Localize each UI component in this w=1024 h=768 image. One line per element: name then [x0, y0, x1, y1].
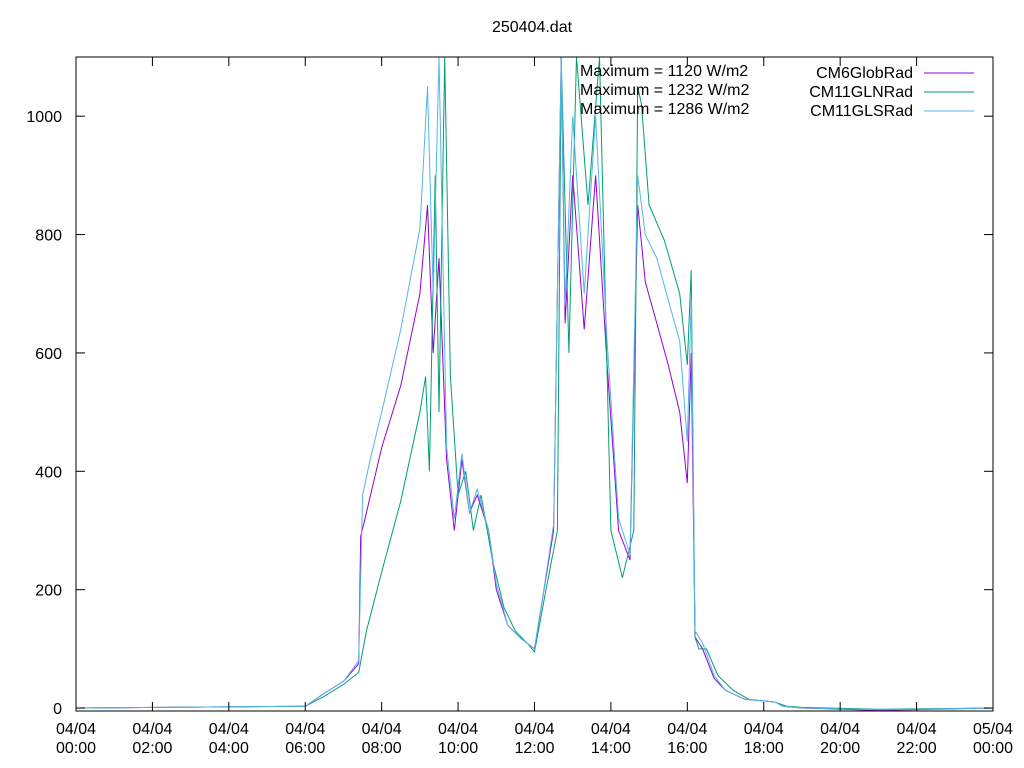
x-tick-label-time: 16:00	[667, 740, 707, 757]
x-tick-label-time: 22:00	[897, 740, 937, 757]
x-tick-label-date: 04/04	[514, 721, 554, 738]
x-tick-label-date: 04/04	[362, 721, 402, 738]
x-tick-label-date: 05/04	[973, 721, 1013, 738]
max-annotation: Maximum = 1120 W/m2	[580, 63, 748, 80]
x-tick-label-date: 04/04	[591, 721, 631, 738]
y-tick-label: 200	[35, 583, 62, 600]
y-tick-label: 600	[35, 346, 62, 363]
x-tick-label-date: 04/04	[285, 721, 325, 738]
y-tick-label: 400	[35, 464, 62, 481]
x-tick-label-date: 04/04	[438, 721, 478, 738]
x-tick-label-time: 10:00	[438, 740, 478, 757]
x-tick-label-date: 04/04	[132, 721, 172, 738]
axes-layer: 0 200 400 600 800 1000 04/04 00:00 04/04 02:00 04/…	[26, 57, 1013, 757]
series-line-CM11GLSRad	[75, 56, 994, 711]
x-tick-label-time: 18:00	[744, 740, 784, 757]
x-tick-label-time: 00:00	[973, 740, 1013, 757]
y-tick-label: 0	[53, 701, 62, 718]
x-tick-label-time: 12:00	[514, 740, 554, 757]
x-tick-label-time: 06:00	[285, 740, 325, 757]
chart-title: 250404.dat	[492, 19, 573, 36]
legend-label: CM11GLNRad	[809, 84, 913, 101]
x-tick-label-time: 00:00	[56, 740, 96, 757]
legend-label: CM6GlobRad	[816, 65, 913, 82]
x-tick-label-time: 20:00	[820, 740, 860, 757]
x-tick-label-date: 04/04	[897, 721, 937, 738]
y-tick-label: 800	[35, 228, 62, 245]
max-annotation: Maximum = 1232 W/m2	[580, 82, 749, 99]
max-annotation: Maximum = 1286 W/m2	[580, 101, 749, 118]
legend: CM6GlobRad CM11GLNRad CM11GLSRad	[809, 65, 974, 120]
x-tick-label-time: 08:00	[362, 740, 402, 757]
x-tick-label-date: 04/04	[56, 721, 96, 738]
y-tick-label: 1000	[26, 109, 62, 126]
x-tick-label-date: 04/04	[820, 721, 860, 738]
legend-label: CM11GLSRad	[810, 103, 913, 120]
x-tick-label-time: 04:00	[209, 740, 249, 757]
x-tick-label-time: 14:00	[591, 740, 631, 757]
annotations-layer: Maximum = 1120 W/m2 Maximum = 1232 W/m2 Ma…	[580, 63, 749, 118]
x-tick-label-date: 04/04	[209, 721, 249, 738]
x-tick-label-date: 04/04	[667, 721, 707, 738]
x-tick-label-time: 02:00	[132, 740, 172, 757]
x-tick-label-date: 04/04	[744, 721, 784, 738]
